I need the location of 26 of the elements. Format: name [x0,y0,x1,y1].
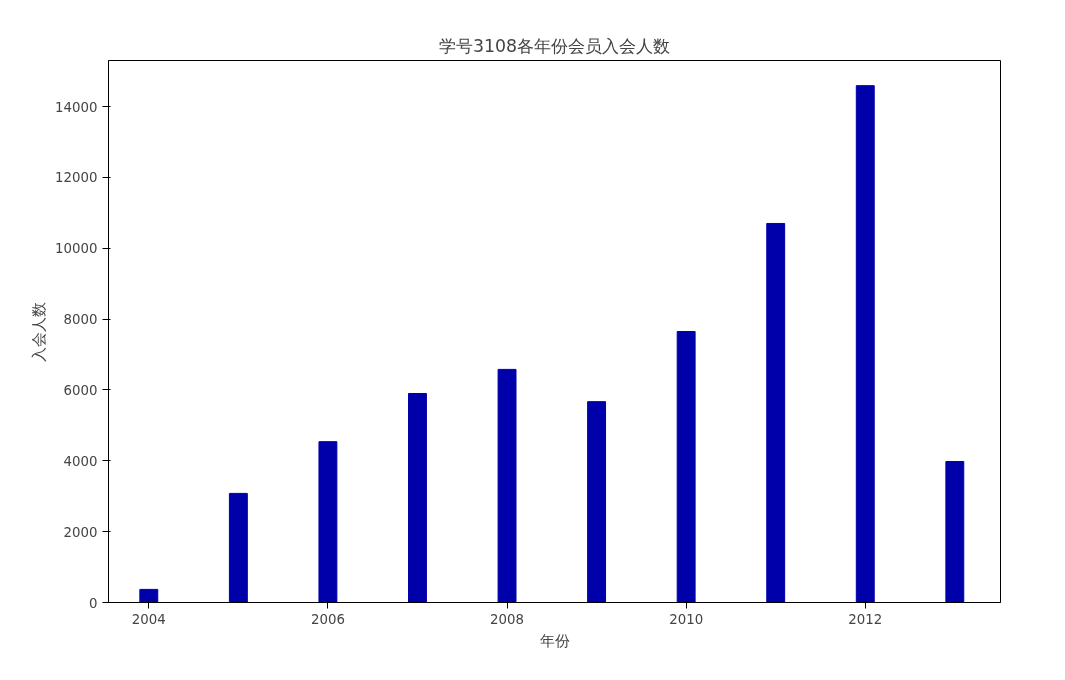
bar [408,392,427,603]
x-tick-label: 2006 [310,611,345,627]
bar [855,85,875,603]
y-tick-label: 12000 [55,170,98,186]
y-tick-label: 10000 [55,241,98,257]
bar [676,331,696,603]
bar [318,441,338,603]
x-tick-label: 2008 [490,611,524,627]
bar [228,492,248,603]
bar [497,368,517,603]
x-tick-label: 2010 [669,611,704,627]
bar [766,222,786,603]
y-tick-label: 14000 [55,99,98,115]
y-tick-label: 4000 [63,453,98,469]
chart-title: 学号3108各年份会员入会人数 [438,35,671,56]
y-tick-label: 2000 [63,524,98,540]
x-tick-label: 2012 [848,611,883,627]
x-tick-label: 2004 [131,611,166,627]
bar [139,588,159,603]
bar [945,461,965,603]
bar [587,401,607,603]
y-axis-title: 入会人数 [30,301,48,362]
x-axis-title: 年份 [539,631,570,649]
y-tick-label: 8000 [63,312,98,328]
y-tick-label: 0 [89,595,98,611]
y-tick-label: 6000 [63,382,98,398]
